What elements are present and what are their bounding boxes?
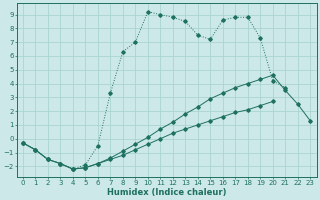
X-axis label: Humidex (Indice chaleur): Humidex (Indice chaleur) (107, 188, 226, 197)
